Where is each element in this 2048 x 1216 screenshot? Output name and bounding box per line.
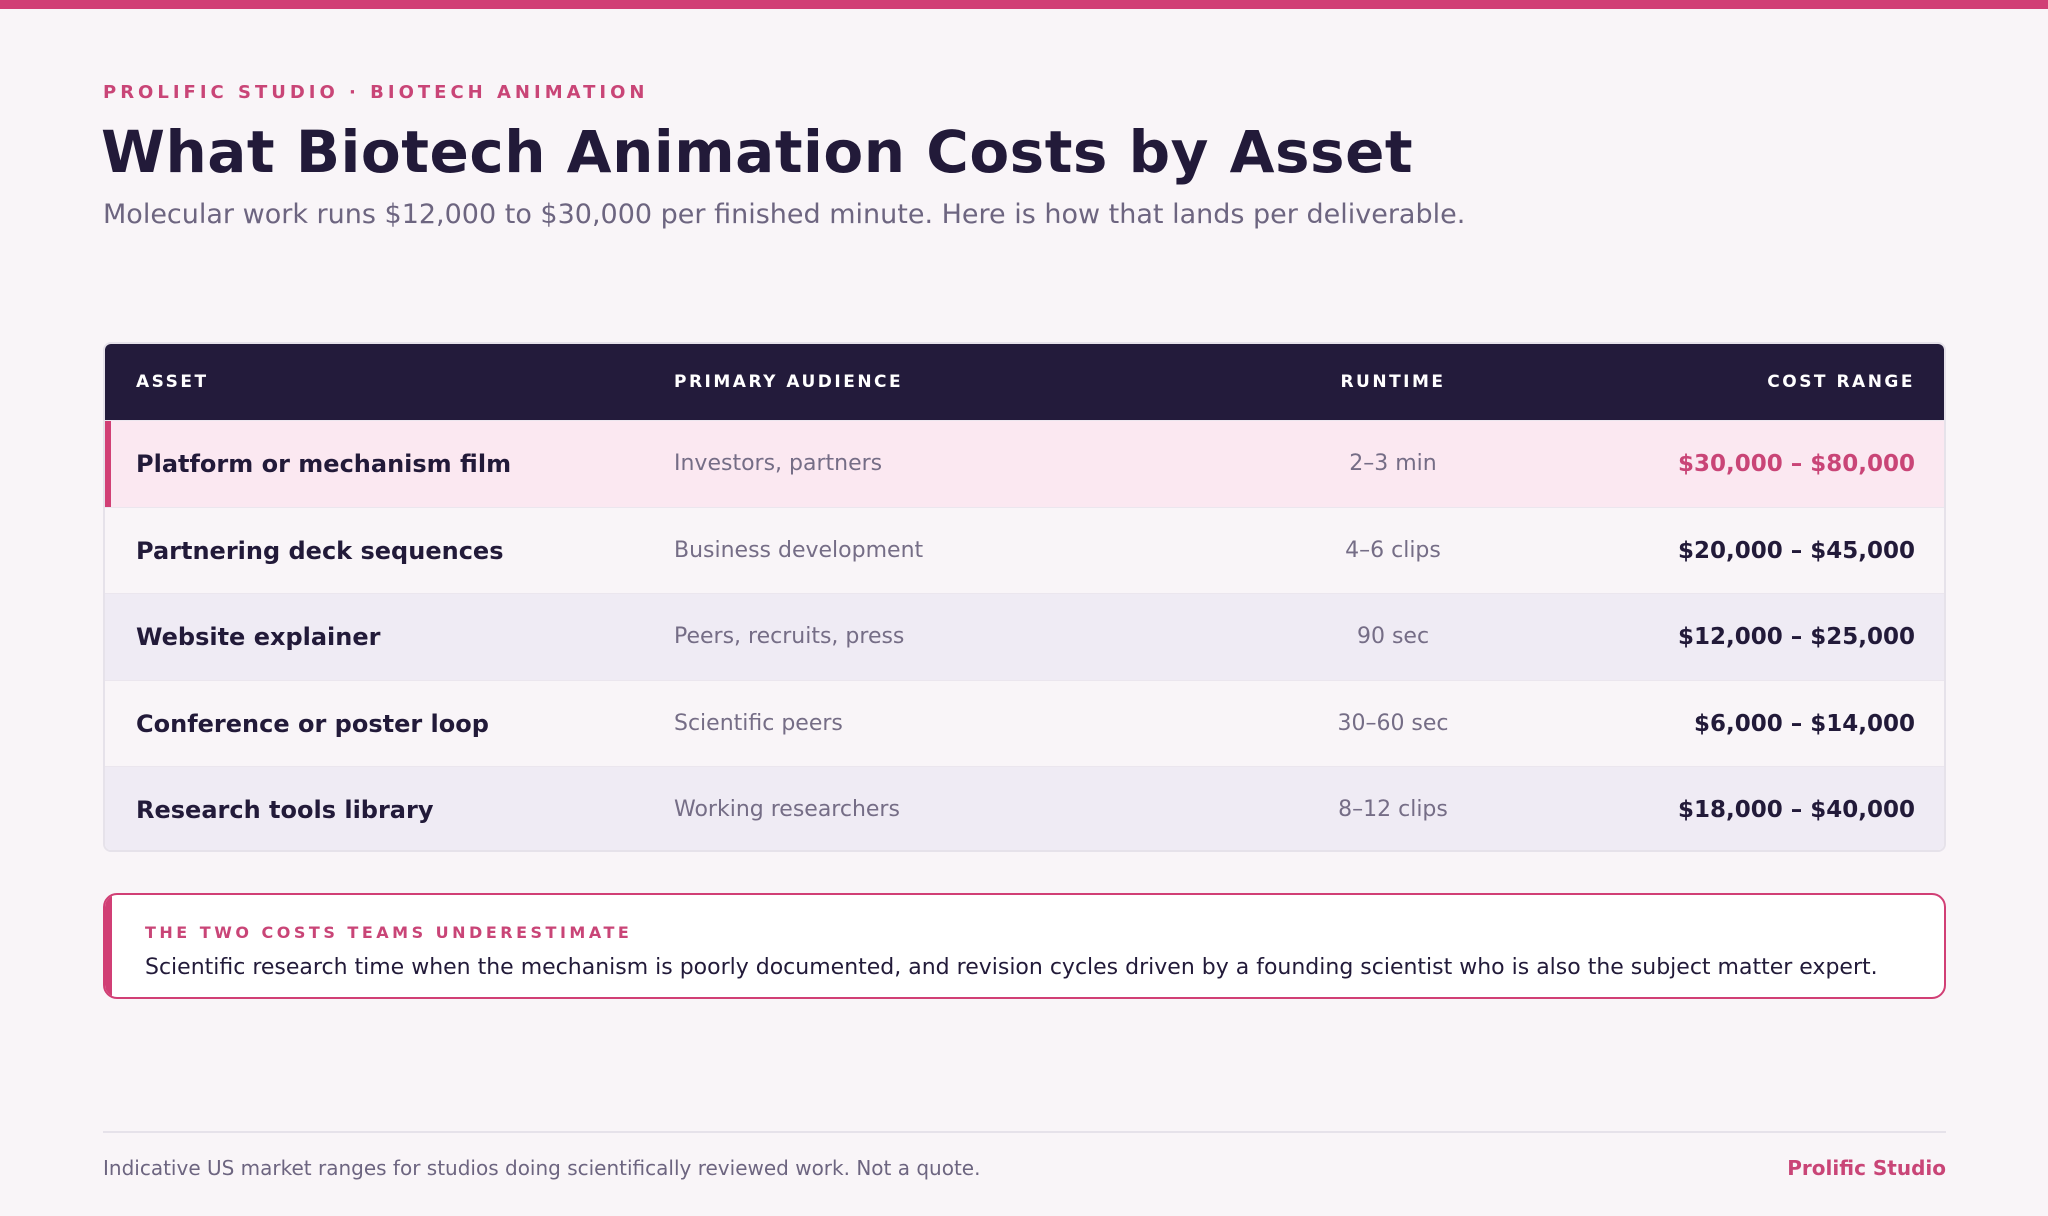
column-header-cost: COST RANGE <box>1767 372 1915 392</box>
table-row: Partnering deck sequences Business devel… <box>105 506 1944 593</box>
cost-cell: $12,000 – $25,000 <box>1677 624 1915 650</box>
audience-cell: Investors, partners <box>674 451 883 476</box>
table-row: Platform or mechanism film Investors, pa… <box>105 420 1944 507</box>
page-subtitle: Molecular work runs $12,000 to $30,000 p… <box>103 199 1466 230</box>
table-header: ASSET PRIMARY AUDIENCE RUNTIME COST RANG… <box>105 344 1944 420</box>
audience-cell: Scientific peers <box>674 710 843 736</box>
cost-cell: $18,000 – $40,000 <box>1677 797 1915 823</box>
cost-table: ASSET PRIMARY AUDIENCE RUNTIME COST RANG… <box>103 342 1946 852</box>
callout-accent-bar <box>105 895 112 997</box>
cost-cell: $20,000 – $45,000 <box>1677 537 1915 564</box>
asset-cell: Website explainer <box>136 623 381 651</box>
asset-cell: Partnering deck sequences <box>136 536 504 565</box>
column-header-runtime: RUNTIME <box>1340 372 1446 392</box>
asset-cell: Platform or mechanism film <box>136 450 512 478</box>
callout-box: THE TWO COSTS TEAMS UNDERESTIMATE Scient… <box>103 893 1946 999</box>
callout-label: THE TWO COSTS TEAMS UNDERESTIMATE <box>145 923 633 942</box>
page-title: What Biotech Animation Costs by Asset <box>101 118 1414 186</box>
runtime-cell: 90 sec <box>1356 624 1430 649</box>
asset-cell: Research tools library <box>136 796 434 824</box>
runtime-cell: 4–6 clips <box>1345 537 1441 563</box>
runtime-cell: 8–12 clips <box>1338 797 1448 822</box>
footer-divider <box>103 1131 1946 1133</box>
callout-text: Scientific research time when the mechan… <box>145 955 1878 980</box>
column-header-asset: ASSET <box>136 372 209 392</box>
audience-cell: Working researchers <box>674 797 900 822</box>
cost-cell: $30,000 – $80,000 <box>1677 451 1915 477</box>
column-header-audience: PRIMARY AUDIENCE <box>674 372 904 392</box>
footer-brand: Prolific Studio <box>1787 1156 1946 1180</box>
table-row: Website explainer Peers, recruits, press… <box>105 593 1944 680</box>
eyebrow-label: PROLIFIC STUDIO · BIOTECH ANIMATION <box>103 82 649 103</box>
cost-cell: $6,000 – $14,000 <box>1693 710 1915 737</box>
audience-cell: Business development <box>674 537 924 563</box>
accent-top-bar <box>0 0 2048 9</box>
footer-note: Indicative US market ranges for studios … <box>103 1156 981 1180</box>
table-row: Conference or poster loop Scientific pee… <box>105 679 1944 766</box>
asset-cell: Conference or poster loop <box>136 709 489 738</box>
audience-cell: Peers, recruits, press <box>674 624 905 649</box>
table-row: Research tools library Working researche… <box>105 766 1944 850</box>
runtime-cell: 30–60 sec <box>1337 710 1449 736</box>
runtime-cell: 2–3 min <box>1349 451 1437 476</box>
